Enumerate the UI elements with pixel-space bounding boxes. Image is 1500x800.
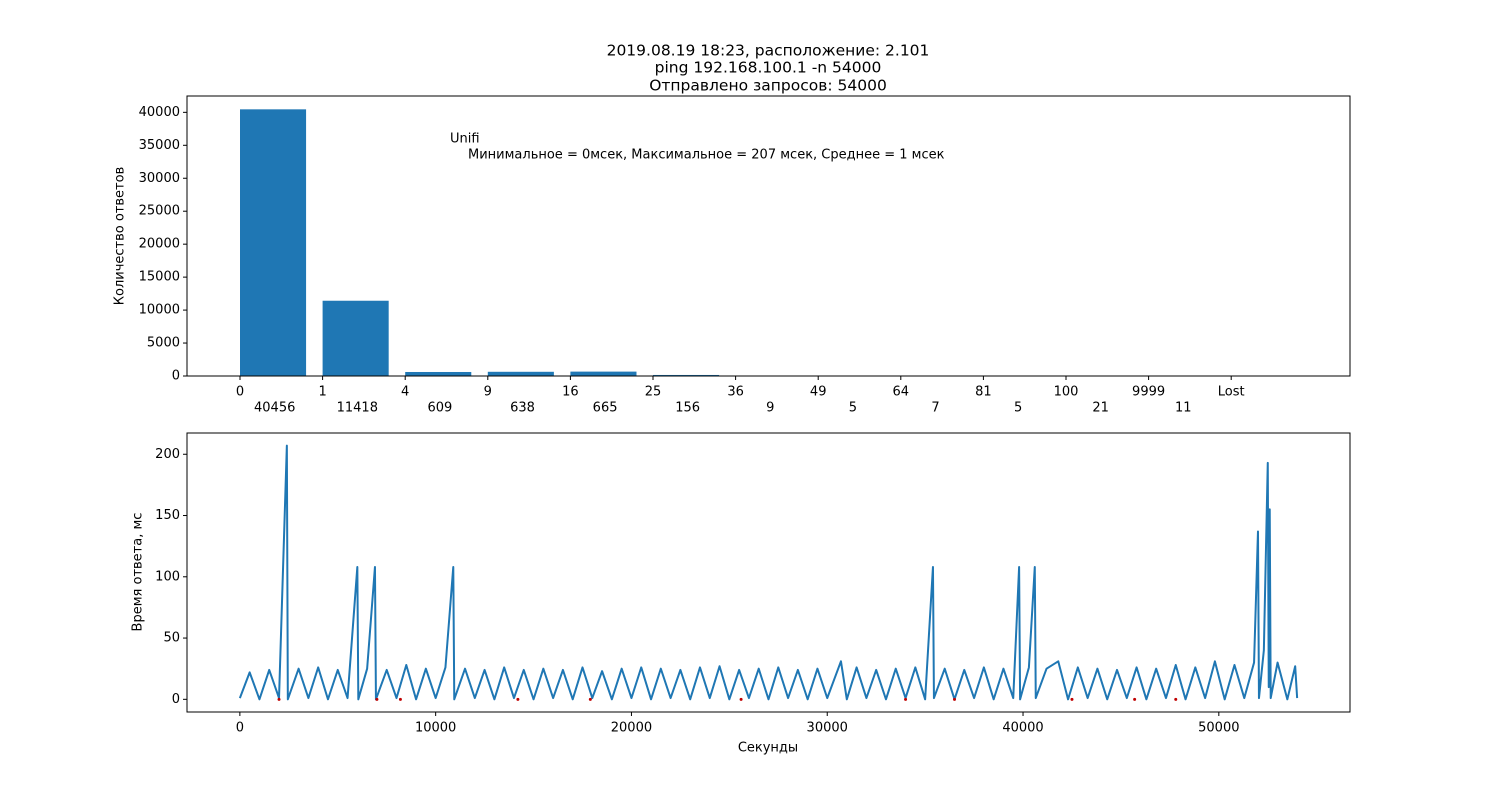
x-axis-label: Секунды xyxy=(738,741,798,756)
axes-frame xyxy=(186,432,1351,713)
point xyxy=(1070,697,1074,701)
y-axis-label: Количество ответов xyxy=(113,167,128,305)
x-tick-label: 81 xyxy=(975,385,992,400)
y-tick-label: 25000 xyxy=(139,204,180,219)
title-line: Отправлено запросов: 54000 xyxy=(649,77,887,95)
point xyxy=(953,697,957,701)
bar xyxy=(487,371,554,376)
point xyxy=(739,697,743,701)
y-tick-label: 0 xyxy=(172,369,180,384)
value-label: 11 xyxy=(1175,401,1192,416)
bar xyxy=(653,374,720,376)
value-label: 665 xyxy=(593,401,618,416)
x-tick-label: 0 xyxy=(236,721,244,736)
x-tick-label: 1 xyxy=(318,385,326,400)
point xyxy=(588,697,592,701)
x-tick-label: 49 xyxy=(810,385,827,400)
y-tick-label: 30000 xyxy=(139,171,180,186)
x-tick-label: Lost xyxy=(1218,385,1245,400)
x-tick-label: 30000 xyxy=(807,721,848,736)
y-tick-label: 40000 xyxy=(139,105,180,120)
value-label: 7 xyxy=(931,401,939,416)
y-tick-label: 0 xyxy=(172,692,180,707)
x-tick-label: 20000 xyxy=(611,721,652,736)
y-tick-label: 10000 xyxy=(139,303,180,318)
annotation: Unifi xyxy=(450,132,480,147)
y-tick-label: 150 xyxy=(155,508,180,523)
y-tick-label: 50 xyxy=(163,631,180,646)
title-line: ping 192.168.100.1 -n 54000 xyxy=(655,59,882,77)
x-tick-label: 25 xyxy=(645,385,662,400)
y-tick-label: 100 xyxy=(155,569,180,584)
value-label: 21 xyxy=(1092,401,1109,416)
point xyxy=(375,697,379,701)
x-tick-label: 9 xyxy=(484,385,492,400)
point xyxy=(1174,697,1178,701)
x-tick-label: 4 xyxy=(401,385,409,400)
x-tick-label: 16 xyxy=(562,385,579,400)
y-tick-label: 15000 xyxy=(139,270,180,285)
title-line: 2019.08.19 18:23, расположение: 2.101 xyxy=(607,42,930,60)
bar xyxy=(240,109,307,376)
x-tick-label: 0 xyxy=(236,385,244,400)
point xyxy=(516,697,520,701)
value-label: 5 xyxy=(1014,401,1022,416)
line-series xyxy=(238,444,1299,701)
y-axis-label: Время ответа, мс xyxy=(131,513,146,632)
x-tick-label: 100 xyxy=(1054,385,1079,400)
point xyxy=(904,697,908,701)
point xyxy=(1133,697,1137,701)
value-label: 609 xyxy=(427,401,452,416)
y-tick-label: 200 xyxy=(155,447,180,462)
y-tick-label: 20000 xyxy=(139,237,180,252)
x-tick-label: 9999 xyxy=(1132,385,1165,400)
axes-frame xyxy=(186,95,1351,377)
x-tick-label: 36 xyxy=(727,385,744,400)
value-label: 9 xyxy=(766,401,774,416)
x-tick-label: 10000 xyxy=(415,721,456,736)
value-label: 638 xyxy=(510,401,535,416)
x-tick-label: 40000 xyxy=(1002,721,1043,736)
bar xyxy=(570,371,637,376)
y-tick-label: 35000 xyxy=(139,138,180,153)
bar xyxy=(405,371,472,376)
y-tick-label: 5000 xyxy=(147,336,180,351)
x-tick-label: 50000 xyxy=(1198,721,1239,736)
value-label: 11418 xyxy=(337,401,378,416)
point xyxy=(398,697,402,701)
value-label: 5 xyxy=(849,401,857,416)
annotation: Минимальное = 0мсек, Максимальное = 207 … xyxy=(468,148,945,163)
value-label: 156 xyxy=(675,401,700,416)
point xyxy=(277,697,281,701)
value-label: 40456 xyxy=(254,401,295,416)
x-tick-label: 64 xyxy=(893,385,910,400)
bar xyxy=(322,300,389,376)
